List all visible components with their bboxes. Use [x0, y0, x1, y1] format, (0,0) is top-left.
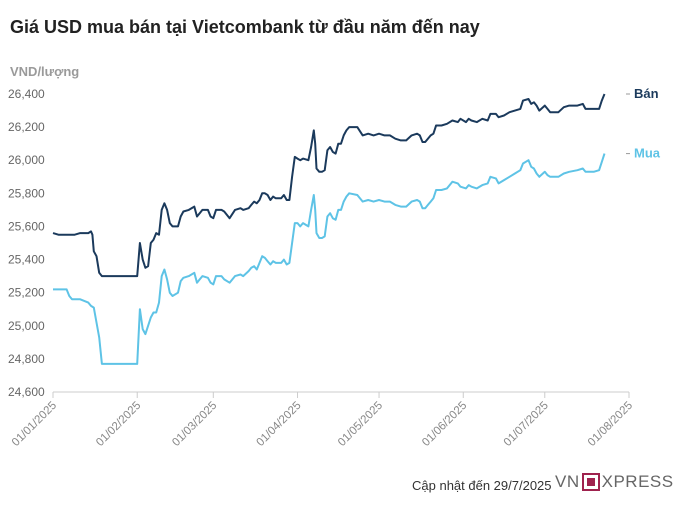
y-tick-label: 25,600 [8, 219, 45, 233]
logo-mark-icon [581, 473, 600, 491]
series-label-ban: Bán [634, 86, 659, 101]
x-tick-label: 01/02/2025 [94, 400, 143, 449]
x-tick-label: 01/08/2025 [586, 400, 635, 449]
y-tick-label: 26,400 [8, 87, 45, 101]
x-tick-label: 01/01/2025 [10, 400, 59, 449]
x-axis: 01/01/2025 01/02/2025 01/03/2025 01/04/2025… [10, 391, 635, 449]
x-tick-label: 01/04/2025 [254, 400, 303, 449]
chart-title: Giá USD mua bán tại Vietcombank từ đầu n… [10, 17, 480, 37]
y-tick-label: 25,400 [8, 253, 45, 267]
y-tick-label: 24,800 [8, 352, 45, 366]
series-line-ban [52, 93, 606, 278]
y-tick-label: 26,000 [8, 153, 45, 167]
logo-text-right: XPRESS [601, 472, 674, 491]
series-label-mua: Mua [634, 146, 661, 161]
y-tick-label: 26,200 [8, 120, 45, 134]
y-tick-label: 24,600 [8, 385, 45, 399]
x-tick-label: 01/06/2025 [420, 400, 469, 449]
vnexpress-logo: VN XPRESS [555, 472, 674, 492]
series-line-mua [53, 153, 606, 365]
series-labels: Bán Mua [626, 86, 661, 161]
y-axis-ticks: 24,600 24,800 25,000 25,200 25,400 25,600 25,8… [8, 87, 45, 399]
y-axis-unit-label: VND/lượng [10, 64, 79, 79]
y-tick-label: 25,800 [8, 186, 45, 200]
x-tick-label: 01/03/2025 [170, 400, 219, 449]
x-tick-label: 01/05/2025 [336, 400, 385, 449]
logo-text-left: VN [555, 472, 580, 491]
y-tick-label: 25,200 [8, 286, 45, 300]
x-tick-label: 01/07/2025 [502, 400, 551, 449]
series-lines [52, 93, 606, 365]
update-note: Cập nhật đến 29/7/2025 [412, 478, 552, 493]
y-tick-label: 25,000 [8, 319, 45, 333]
